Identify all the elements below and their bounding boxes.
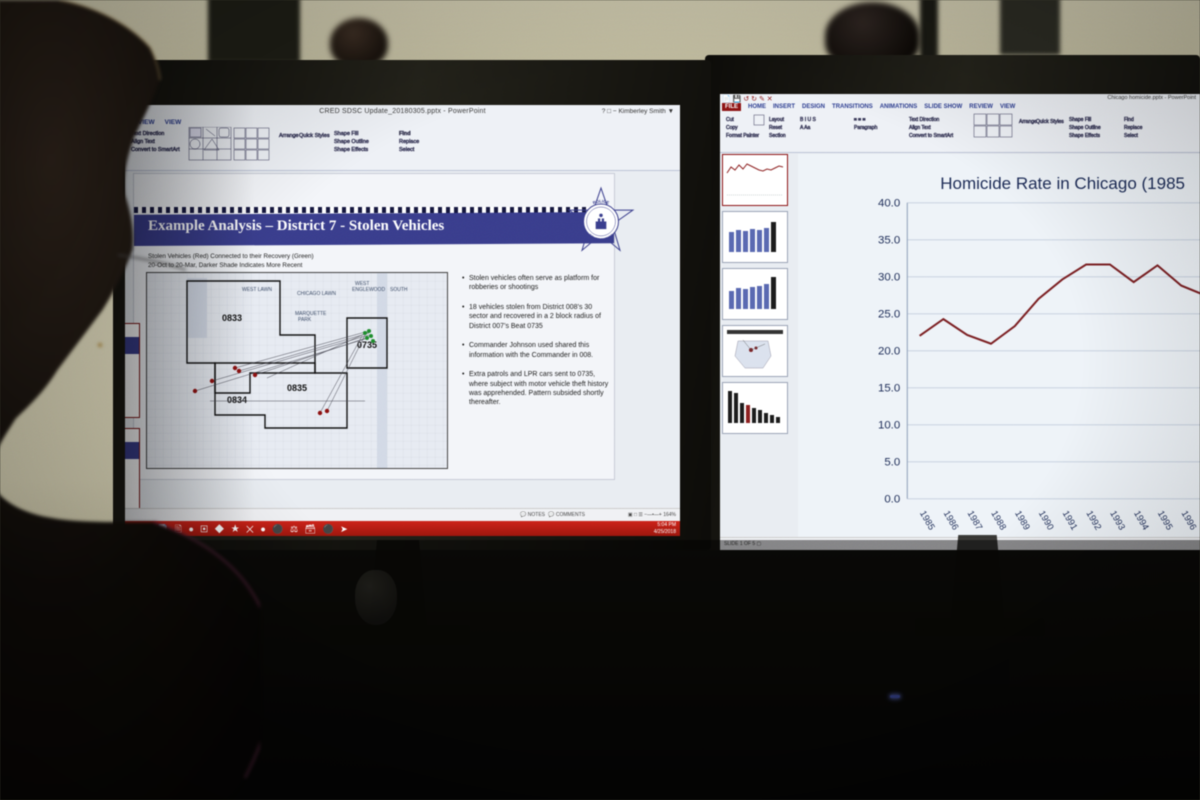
svg-text:1995: 1995 [1156, 509, 1175, 532]
svg-text:Replace: Replace [399, 139, 419, 145]
svg-text:25.0: 25.0 [878, 308, 900, 320]
svg-text:0.0: 0.0 [884, 493, 900, 505]
svg-text:40.0: 40.0 [878, 197, 900, 209]
svg-text:Find: Find [1124, 117, 1134, 123]
svg-text:Cut: Cut [726, 117, 734, 123]
svg-text:Layout: Layout [769, 117, 785, 123]
svg-text:1988: 1988 [989, 509, 1008, 532]
svg-text:30.0: 30.0 [878, 271, 900, 283]
svg-text:Shape Effects: Shape Effects [334, 147, 368, 153]
svg-text:Replace: Replace [1124, 125, 1143, 131]
svg-text:Format Painter: Format Painter [726, 133, 759, 139]
svg-text:Paragraph: Paragraph [854, 125, 878, 131]
svg-text:1986: 1986 [942, 509, 961, 532]
svg-text:Text Direction: Text Direction [131, 131, 164, 137]
svg-text:Reset: Reset [769, 125, 783, 131]
svg-text:0835: 0835 [287, 383, 307, 393]
svg-text:35.0: 35.0 [878, 234, 900, 246]
svg-text:Convert to SmartArt: Convert to SmartArt [909, 133, 954, 139]
svg-text:1987: 1987 [965, 509, 984, 532]
svg-text:Arrange: Arrange [1019, 119, 1037, 125]
svg-text:Shape Outline: Shape Outline [1069, 125, 1101, 131]
svg-text:Shape Effects: Shape Effects [1069, 133, 1101, 139]
svg-text:1992: 1992 [1084, 509, 1103, 532]
svg-text:Align Text: Align Text [131, 139, 155, 145]
svg-text:Arrange: Arrange [279, 133, 299, 139]
svg-text:1985: 1985 [918, 509, 937, 532]
svg-text:1996: 1996 [1180, 509, 1199, 532]
svg-text:PARK: PARK [298, 317, 312, 323]
svg-text:B I U S: B I U S [800, 117, 817, 123]
svg-text:ENGLEWOOD: ENGLEWOOD [352, 287, 385, 293]
svg-text:Quick Styles: Quick Styles [1036, 119, 1064, 125]
svg-text:20.0: 20.0 [878, 345, 900, 357]
svg-text:Find: Find [399, 131, 411, 137]
svg-text:1989: 1989 [1013, 509, 1032, 532]
svg-text:15.0: 15.0 [878, 382, 900, 394]
svg-text:1994: 1994 [1132, 509, 1151, 532]
svg-text:0834: 0834 [227, 395, 247, 405]
svg-text:1991: 1991 [1061, 509, 1080, 532]
svg-text:WEST LAWN: WEST LAWN [242, 287, 272, 293]
svg-text:Quick Styles: Quick Styles [299, 133, 330, 139]
svg-text:1993: 1993 [1108, 509, 1127, 532]
svg-text:Shape Fill: Shape Fill [1069, 117, 1091, 123]
svg-text:Select: Select [1124, 133, 1139, 139]
svg-text:0833: 0833 [222, 313, 242, 323]
svg-text:5.0: 5.0 [884, 456, 900, 468]
svg-text:Align Text: Align Text [909, 125, 931, 131]
svg-text:Section: Section [769, 133, 786, 139]
svg-text:1990: 1990 [1037, 509, 1056, 532]
svg-text:Select: Select [399, 147, 415, 153]
svg-text:Shape Fill: Shape Fill [334, 131, 358, 137]
svg-text:Text Direction: Text Direction [909, 117, 940, 123]
svg-text:Shape Outline: Shape Outline [334, 139, 369, 145]
svg-text:10.0: 10.0 [878, 419, 900, 431]
svg-text:Copy: Copy [726, 125, 738, 131]
svg-text:CHICAGO LAWN: CHICAGO LAWN [297, 291, 336, 297]
svg-text:SOUTH: SOUTH [390, 287, 408, 293]
svg-text:≡ ≡ ≡: ≡ ≡ ≡ [854, 117, 866, 123]
svg-text:Convert to SmartArt: Convert to SmartArt [131, 147, 180, 153]
svg-text:A Aa: A Aa [800, 125, 811, 131]
